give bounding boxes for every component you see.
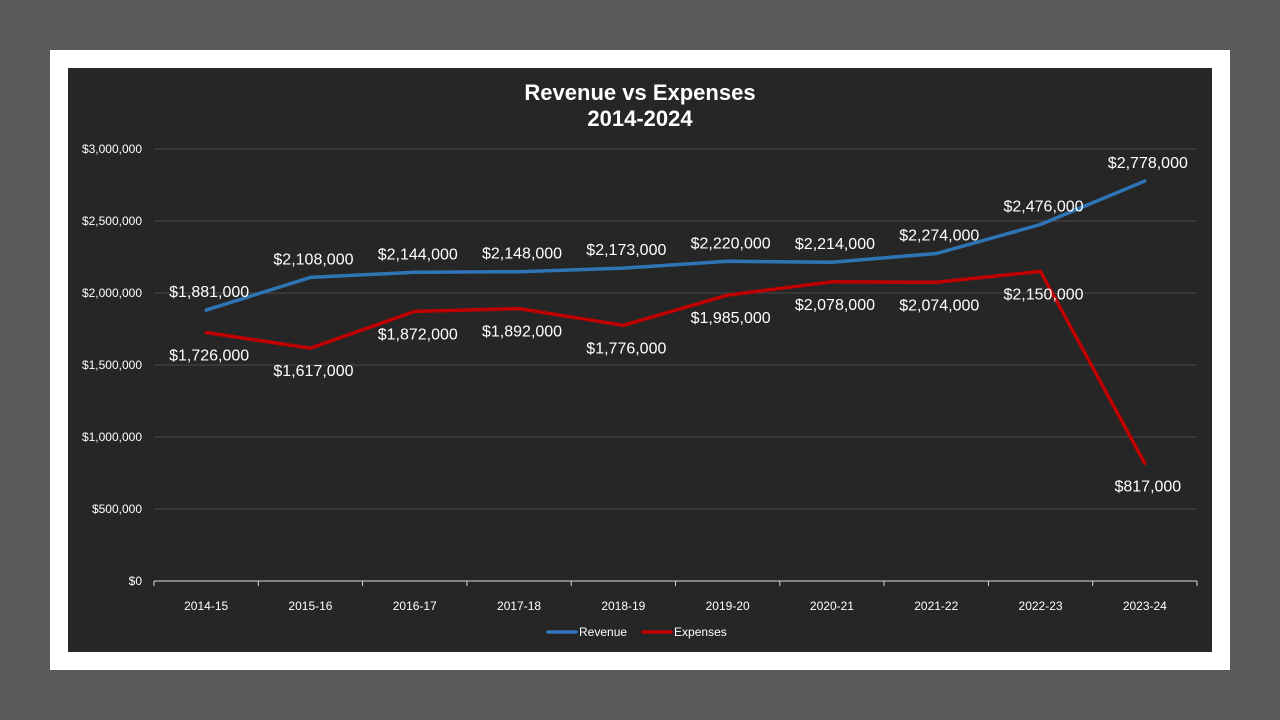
data-label-revenue: $2,274,000 [899,228,979,245]
data-labels: $1,881,000 $2,108,000 $2,144,000 $2,148,000… [169,155,1188,495]
data-label-expenses: $1,726,000 [169,347,249,364]
data-label-revenue: $2,476,000 [1004,198,1084,215]
y-tick-label: $2,500,000 [82,214,142,228]
data-label-expenses: $1,985,000 [691,310,771,327]
x-tick-label: 2018-19 [601,599,645,613]
data-label-expenses: $2,150,000 [1004,286,1084,303]
data-label-expenses: $1,617,000 [273,363,353,380]
y-tick-label: $2,000,000 [82,286,142,300]
chart-title: Revenue vs Expenses 2014-2024 [68,80,1212,132]
series-line-revenue [204,179,1147,312]
x-tick-label: 2023-24 [1123,599,1167,613]
series-line-expenses [204,269,1147,466]
data-label-expenses: $2,074,000 [899,297,979,314]
series-lines [204,179,1147,466]
axes: $0 $500,000 $1,000,000 $1,500,000 $2,000,000… [82,142,1198,613]
x-tick-label: 2022-23 [1019,599,1063,613]
data-label-revenue: $2,173,000 [586,242,666,259]
data-label-expenses: $1,872,000 [378,326,458,343]
x-tick-label: 2019-20 [706,599,750,613]
legend-label-revenue: Revenue [579,625,627,639]
legend: Revenue Expenses [546,625,727,639]
chart-subtitle: 2014-2024 [587,106,693,131]
data-label-expenses: $1,892,000 [482,324,562,341]
y-tick-label: $1,000,000 [82,430,142,444]
chart-frame: Revenue vs Expenses 2014-2024 $0 $500,000… [50,50,1230,670]
chart-title-main: Revenue vs Expenses [524,80,756,105]
x-tick-label: 2016-17 [393,599,437,613]
data-label-revenue: $2,108,000 [273,251,353,268]
y-tick-label: $1,500,000 [82,358,142,372]
x-tick-label: 2015-16 [288,599,332,613]
y-tick-label: $3,000,000 [82,142,142,156]
data-label-revenue: $2,148,000 [482,246,562,263]
chart-area: Revenue vs Expenses 2014-2024 $0 $500,000… [68,68,1212,652]
x-tick-label: 2014-15 [184,599,228,613]
data-label-revenue: $2,778,000 [1108,155,1188,172]
data-label-expenses: $1,776,000 [586,340,666,357]
data-label-expenses: $817,000 [1114,478,1181,495]
data-label-expenses: $2,078,000 [795,297,875,314]
line-chart: $0 $500,000 $1,000,000 $1,500,000 $2,000,000… [82,142,1198,639]
data-label-revenue: $2,144,000 [378,246,458,263]
x-tick-label: 2020-21 [810,599,854,613]
gridlines [154,148,1197,510]
y-tick-label: $500,000 [92,502,142,516]
legend-label-expenses: Expenses [674,625,727,639]
y-tick-label: $0 [129,574,143,588]
x-tick-label: 2021-22 [914,599,958,613]
data-label-revenue: $2,214,000 [795,236,875,253]
x-tick-label: 2017-18 [497,599,541,613]
data-label-revenue: $2,220,000 [691,235,771,252]
data-label-revenue: $1,881,000 [169,284,249,301]
